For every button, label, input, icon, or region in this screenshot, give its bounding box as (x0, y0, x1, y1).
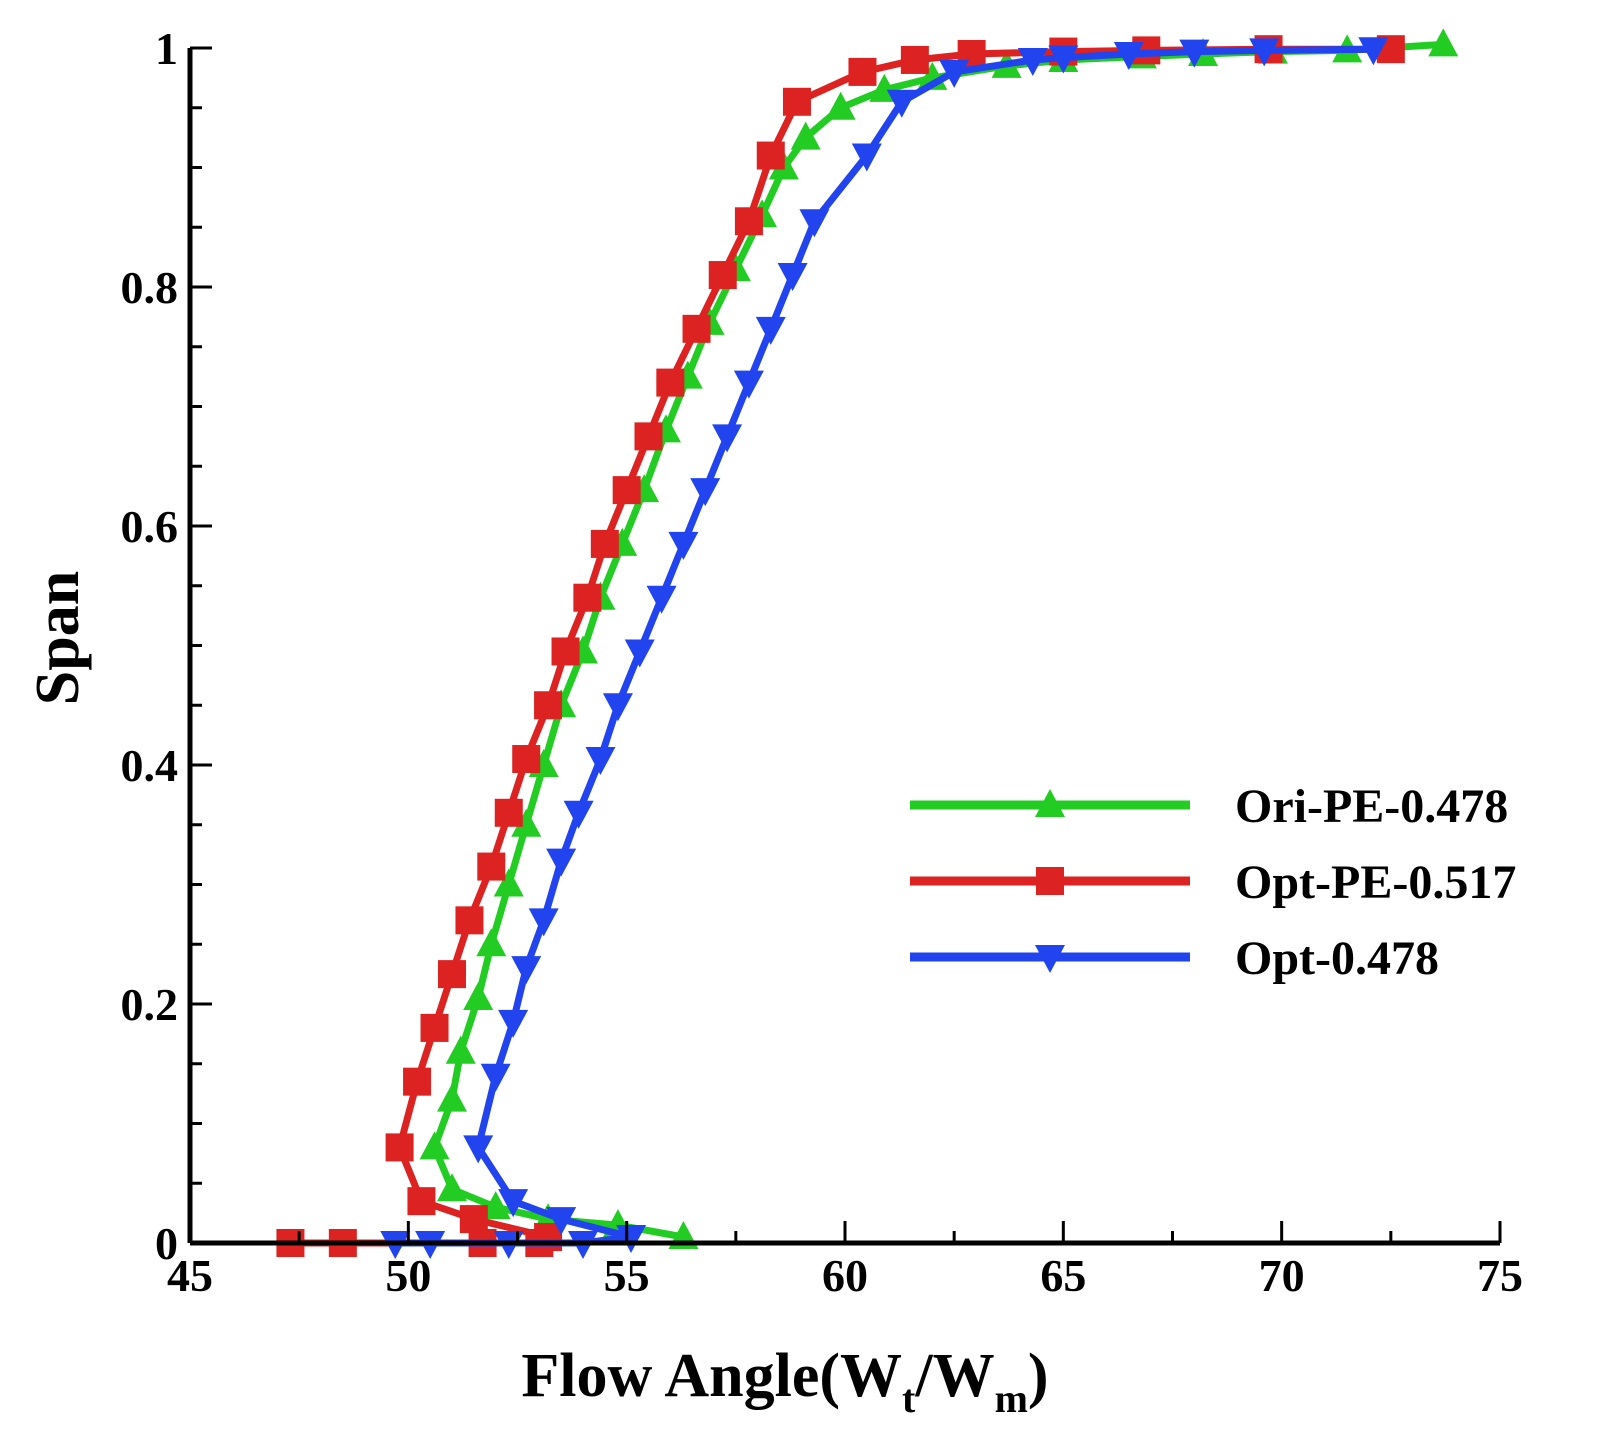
x-tick-label: 55 (604, 1250, 650, 1301)
data-point-marker (900, 45, 929, 74)
data-point-marker (455, 906, 484, 935)
ticks-layer: 45 50 55 60 65 70 75 0 0.2 0.4 0.6 0.8 1 (121, 23, 1524, 1301)
data-point-marker (799, 209, 830, 238)
data-point-marker (463, 982, 494, 1011)
data-point-marker (420, 1013, 449, 1042)
data-point-marker (1113, 41, 1144, 70)
series-2 (276, 35, 1405, 1257)
data-point-marker (616, 1225, 647, 1254)
data-point-marker (445, 1035, 476, 1064)
data-point-marker (1249, 38, 1280, 67)
data-point-marker (419, 1131, 450, 1160)
data-point-marker (634, 422, 663, 451)
data-point-marker (463, 1135, 494, 1164)
data-point-marker (602, 693, 633, 722)
data-point-marker (848, 57, 877, 86)
data-point-marker (551, 637, 580, 666)
legend-marker (1036, 867, 1064, 895)
x-tick-label: 50 (385, 1250, 431, 1301)
data-point-marker (477, 852, 506, 881)
data-point-marker (403, 1067, 432, 1096)
data-point-marker (494, 798, 523, 827)
legend-entry: Ori-PE-0.478 (910, 780, 1508, 833)
data-point-marker (682, 314, 711, 343)
legend-entry: Opt-0.478 (910, 932, 1439, 985)
data-point-marker (459, 1205, 488, 1234)
x-axis-title: Flow Angle(Wt/Wm) (521, 1342, 1048, 1421)
data-point-marker (437, 1173, 467, 1202)
data-point-marker (493, 868, 524, 897)
x-tick-label: 45 (167, 1250, 213, 1301)
data-point-marker (712, 424, 743, 453)
data-point-marker (646, 585, 677, 614)
data-point-marker (756, 141, 785, 170)
series-line (286, 45, 1395, 1247)
data-point-marker (437, 1083, 467, 1112)
data-point-marker (511, 808, 542, 837)
series-line (391, 45, 1377, 1247)
data-point-marker (511, 956, 542, 985)
data-point-marker (563, 800, 594, 829)
data-point-marker (528, 908, 559, 937)
data-point-marker (438, 960, 466, 989)
data-point-marker (777, 263, 808, 292)
data-point-marker (755, 316, 786, 345)
data-point-marker (546, 1207, 577, 1236)
data-point-marker (851, 143, 882, 172)
x-tick-label: 70 (1259, 1250, 1305, 1301)
y-tick-label: 0.6 (121, 501, 179, 552)
x-tick-label: 60 (822, 1250, 868, 1301)
data-point-marker (734, 207, 763, 236)
data-point-marker (668, 531, 699, 560)
data-point-marker (1428, 28, 1459, 57)
y-tick-label: 0.4 (121, 740, 179, 791)
data-point-marker (480, 1063, 511, 1092)
data-point-marker (612, 476, 641, 505)
data-point-marker (385, 1133, 414, 1162)
y-axis-title: Span (24, 571, 92, 705)
data-point-marker (498, 1009, 529, 1038)
data-point-marker (512, 745, 541, 774)
x-tick-label: 75 (1477, 1250, 1523, 1301)
data-point-marker (790, 121, 821, 150)
data-point-marker (782, 87, 811, 116)
legend: Ori-PE-0.478 Opt-PE-0.517 Opt-0.478 (910, 780, 1516, 985)
data-point-marker (476, 928, 507, 957)
data-point-marker (1179, 39, 1210, 68)
y-tick-label: 1 (155, 23, 178, 74)
y-tick-label: 0.8 (121, 262, 179, 313)
legend-label: Opt-0.478 (1235, 932, 1439, 985)
data-point-marker (590, 529, 619, 558)
legend-entry: Opt-PE-0.517 (910, 856, 1516, 909)
data-point-marker (407, 1187, 436, 1216)
data-point-marker (656, 368, 685, 397)
legend-marker (1035, 945, 1065, 973)
data-point-marker (546, 848, 577, 877)
data-point-marker (939, 59, 970, 88)
legend-label: Opt-PE-0.517 (1235, 856, 1516, 909)
data-point-marker (886, 89, 917, 118)
data-point-marker (708, 261, 737, 290)
data-point-marker (585, 747, 616, 776)
legend-marker (1035, 789, 1065, 817)
x-tick-label: 65 (1040, 1250, 1086, 1301)
data-point-marker (1358, 37, 1389, 66)
series-layer (276, 28, 1459, 1259)
data-point-marker (1017, 47, 1048, 76)
data-point-marker (1048, 45, 1079, 74)
y-tick-label: 0.2 (121, 979, 179, 1030)
data-point-marker (624, 639, 655, 668)
data-point-marker (480, 1191, 511, 1220)
legend-label: Ori-PE-0.478 (1235, 780, 1508, 833)
data-point-marker (733, 370, 764, 399)
y-tick-label: 0 (155, 1218, 178, 1269)
data-point-marker (573, 583, 602, 612)
data-point-marker (690, 478, 721, 507)
data-point-marker (534, 691, 563, 720)
data-point-marker (825, 91, 856, 120)
data-point-marker (498, 1189, 529, 1218)
